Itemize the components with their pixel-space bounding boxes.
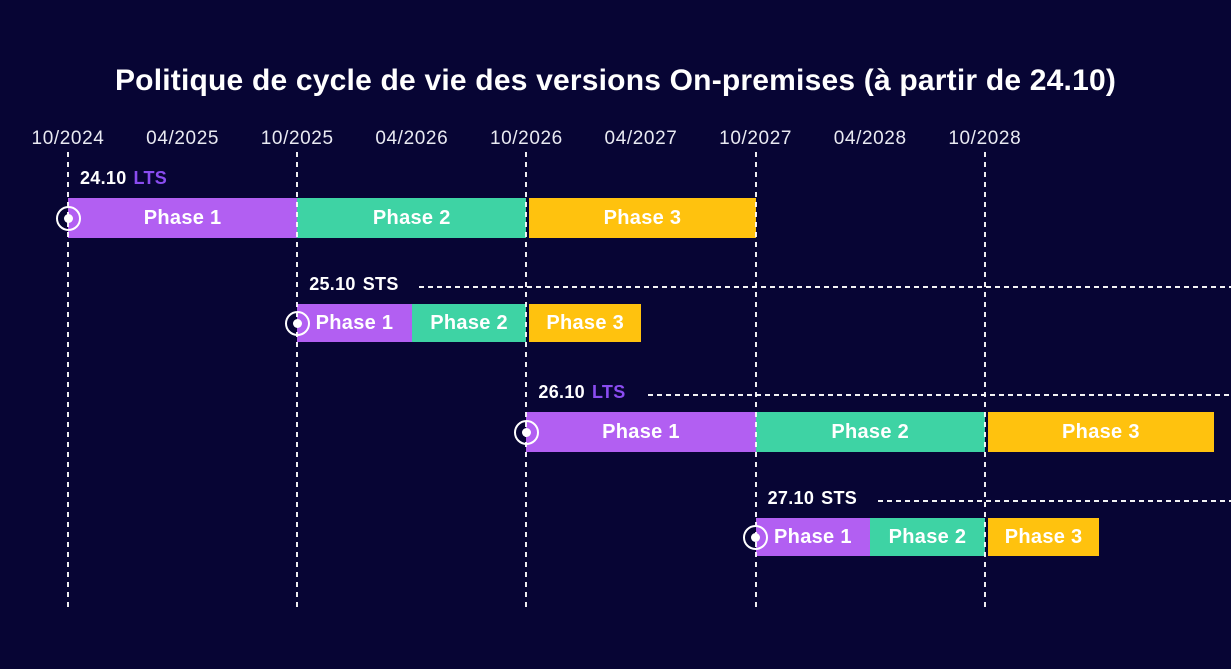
phase-bar: Phase 1 [526, 412, 756, 452]
phase-bar-label: Phase 2 [430, 311, 508, 334]
release-start-marker [743, 524, 769, 550]
channel-tag: STS [821, 488, 858, 508]
version-label: 27.10 STS [768, 488, 857, 509]
axis-tick-label: 04/2028 [833, 128, 907, 149]
october-gridline [67, 152, 69, 612]
axis-tick-label: 04/2025 [146, 128, 220, 149]
axis-tick-label: 04/2027 [604, 128, 678, 149]
axis-tick-label: 10/2028 [948, 128, 1022, 149]
phase-bar: Phase 1 [297, 304, 412, 342]
marker-dot [292, 318, 302, 328]
october-gridline [525, 152, 528, 612]
version-label: 26.10 LTS [538, 382, 625, 403]
channel-tag: LTS [591, 382, 626, 402]
marker-dot [63, 213, 73, 223]
phase-bar: Phase 3 [987, 518, 1100, 556]
axis-tick-label: 04/2026 [375, 128, 449, 149]
phase-bar: Phase 1 [68, 198, 298, 238]
channel-tag: STS [362, 274, 399, 294]
phase-bar-label: Phase 3 [1004, 525, 1083, 548]
october-gridline [754, 152, 757, 612]
version-number: 27.10 [767, 488, 815, 508]
release-start-marker [55, 205, 81, 231]
axis-tick-label: 10/2026 [489, 128, 563, 149]
version-number: 26.10 [538, 382, 585, 402]
october-gridline [296, 152, 299, 612]
phase-bar-label: Phase 2 [888, 525, 967, 548]
marker-dot [521, 427, 531, 437]
channel-tag: LTS [133, 168, 168, 188]
phase-bar: Phase 3 [529, 198, 756, 238]
axis-tick-label: 10/2024 [31, 128, 105, 149]
version-number: 24.10 [80, 168, 127, 188]
leader-dashed-line [648, 394, 1231, 396]
phase-bar-label: Phase 2 [372, 206, 451, 229]
leader-dashed-line [877, 500, 1231, 502]
phase-bar: Phase 2 [297, 198, 527, 238]
version-label: 25.10 STS [309, 274, 398, 295]
phase-bar-label: Phase 1 [315, 311, 394, 334]
phase-bar-label: Phase 3 [603, 206, 682, 229]
phase-bar-label: Phase 1 [602, 420, 680, 443]
phase-bar-label: Phase 1 [774, 525, 852, 548]
version-label: 24.10 LTS [80, 168, 167, 189]
page-title: Politique de cycle de vie des versions O… [114, 64, 1117, 98]
phase-bar: Phase 2 [755, 412, 985, 452]
leader-dashed-line [419, 286, 1231, 288]
release-start-marker [513, 419, 539, 445]
phase-bar: Phase 2 [870, 518, 985, 556]
release-start-marker [284, 310, 310, 336]
phase-bar-label: Phase 3 [546, 311, 625, 334]
version-number: 25.10 [309, 274, 356, 294]
phase-bar-label: Phase 3 [1062, 420, 1140, 443]
phase-bar: Phase 2 [411, 304, 527, 342]
phase-bar: Phase 3 [987, 412, 1214, 452]
phase-bar: Phase 1 [755, 518, 871, 556]
axis-tick-label: 10/2025 [260, 128, 334, 149]
marker-dot [751, 532, 761, 542]
phase-bar-label: Phase 1 [143, 206, 222, 229]
phase-bar-label: Phase 2 [831, 420, 910, 443]
axis-tick-label: 10/2027 [719, 128, 793, 149]
phase-bar: Phase 3 [529, 304, 641, 342]
october-gridline [983, 152, 986, 612]
